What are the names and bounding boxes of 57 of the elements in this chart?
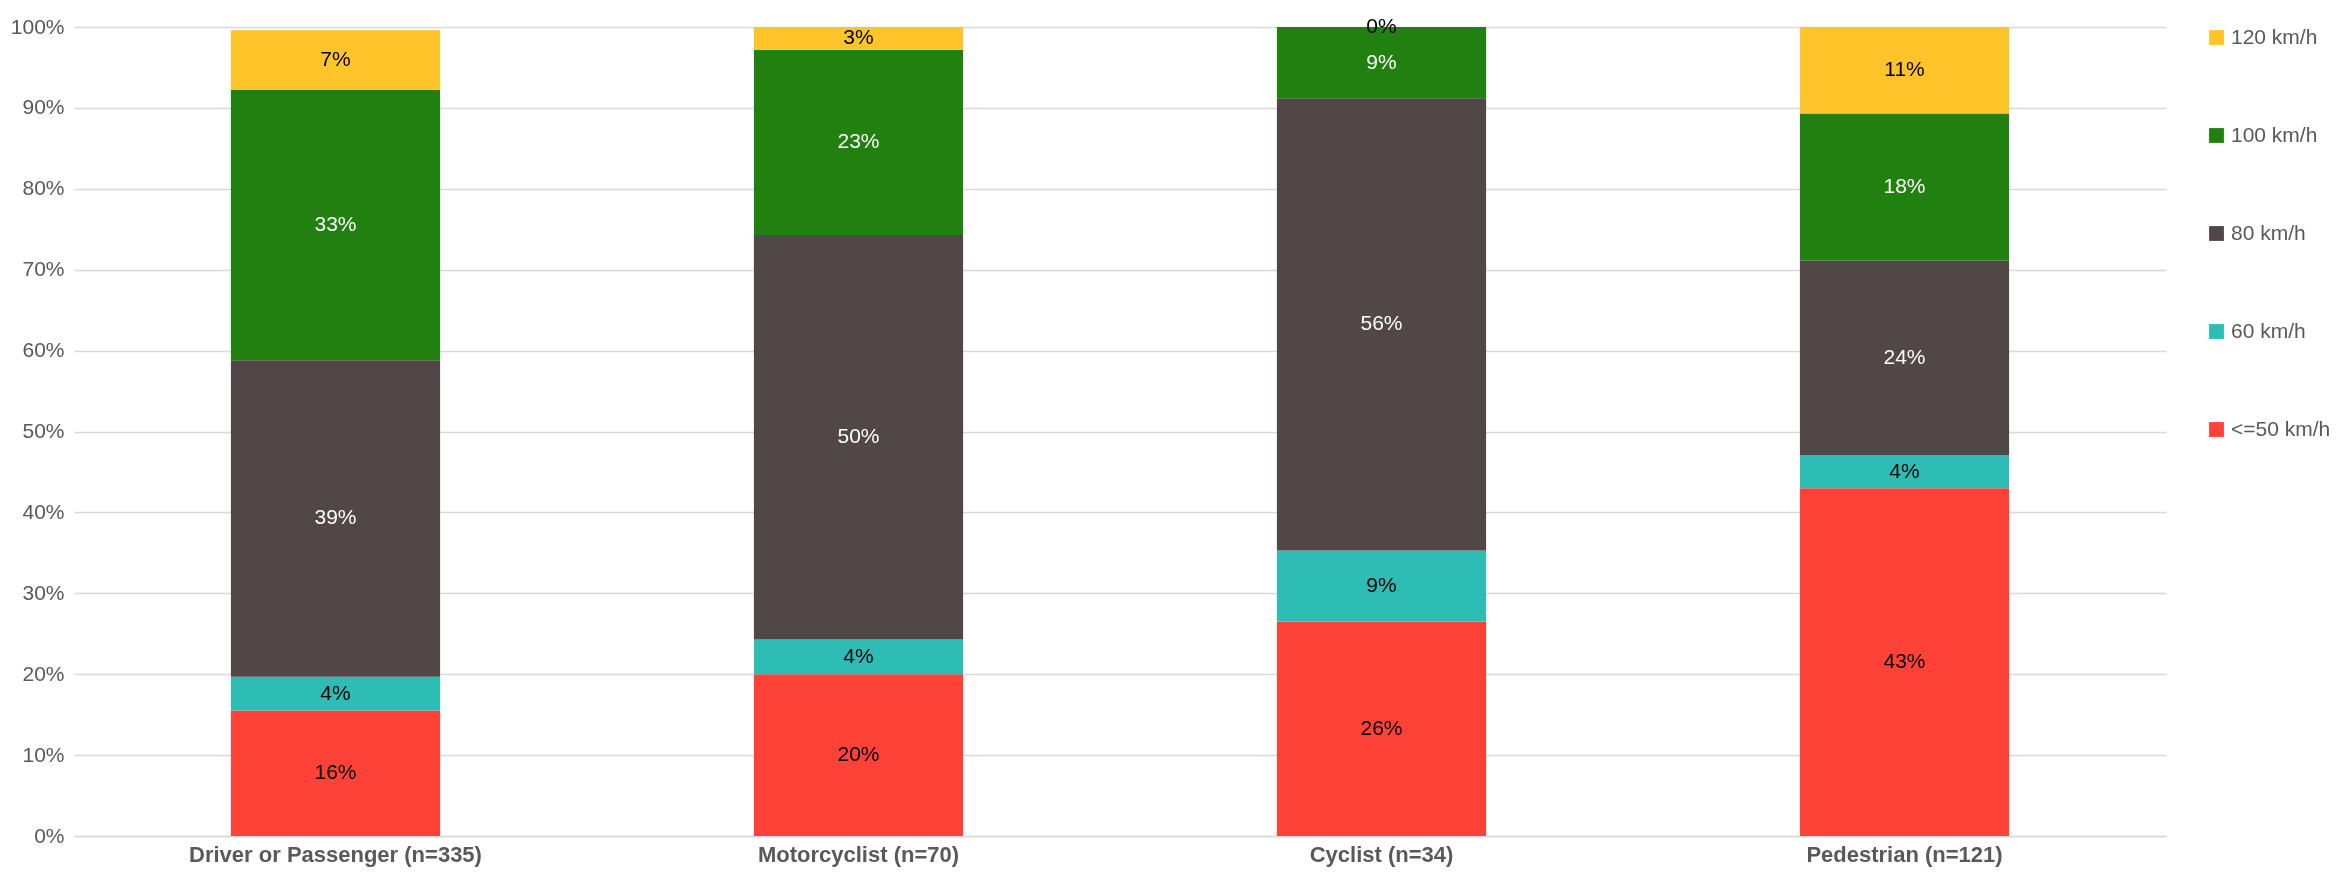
bar xyxy=(1276,550,1487,622)
bar xyxy=(1799,27,2010,114)
bar xyxy=(230,30,441,91)
data-label: 4% xyxy=(1889,458,1920,482)
data-label: 24% xyxy=(1883,344,1926,368)
data-label: 43% xyxy=(1883,649,1926,673)
y-tick-label: 100% xyxy=(10,14,65,38)
y-tick-label: 0% xyxy=(34,823,65,847)
legend-label: <=50 km/h xyxy=(2231,416,2331,440)
data-label: 3% xyxy=(843,25,874,49)
data-label: 4% xyxy=(320,680,351,704)
data-label: 7% xyxy=(320,47,351,71)
legend-label: 100 km/h xyxy=(2231,122,2318,146)
bar xyxy=(753,49,964,235)
data-label: 4% xyxy=(843,643,874,667)
bar xyxy=(753,27,964,50)
x-tick-label: Motorcyclist (n=70) xyxy=(757,841,960,867)
bar xyxy=(1799,113,2010,261)
x-tick-label: Driver or Passenger (n=335) xyxy=(189,841,482,867)
data-label: 11% xyxy=(1884,57,1925,81)
bar xyxy=(230,676,441,711)
data-label: 16% xyxy=(314,760,357,784)
y-tick-label: 40% xyxy=(22,499,65,523)
data-label: 9% xyxy=(1366,573,1397,597)
data-label: 26% xyxy=(1360,715,1403,739)
bar xyxy=(753,639,964,675)
data-label: 23% xyxy=(837,129,880,153)
y-tick-label: 60% xyxy=(22,338,65,362)
data-label: 56% xyxy=(1360,311,1403,335)
bar xyxy=(230,710,441,836)
y-tick-label: 10% xyxy=(22,742,65,766)
bar xyxy=(1276,98,1487,551)
bar xyxy=(1799,260,2010,455)
y-tick-label: 90% xyxy=(22,95,65,119)
data-label: 18% xyxy=(1883,174,1926,198)
y-tick-label: 20% xyxy=(22,661,65,685)
bar xyxy=(230,90,441,361)
legend-label: 120 km/h xyxy=(2231,24,2318,48)
bar xyxy=(753,674,964,836)
y-tick-label: 80% xyxy=(22,176,65,200)
data-label: 39% xyxy=(314,505,357,529)
bar xyxy=(1276,621,1487,836)
y-tick-label: 50% xyxy=(22,419,65,442)
bar xyxy=(753,234,964,640)
data-label: 50% xyxy=(837,424,880,448)
x-tick-label: Cyclist (n=34) xyxy=(1309,841,1454,867)
data-label: 33% xyxy=(314,212,357,236)
bar xyxy=(230,360,441,677)
y-tick-label: 30% xyxy=(22,580,65,604)
legend-label: 60 km/h xyxy=(2231,318,2306,342)
data-label: 20% xyxy=(837,742,880,766)
y-tick-label: 70% xyxy=(22,257,65,281)
legend-label: 80 km/h xyxy=(2231,220,2306,244)
bar xyxy=(1799,454,2010,489)
bar xyxy=(1799,488,2010,836)
x-tick-label: Pedestrian (n=121) xyxy=(1806,841,2003,867)
data-label: 9% xyxy=(1366,49,1397,73)
